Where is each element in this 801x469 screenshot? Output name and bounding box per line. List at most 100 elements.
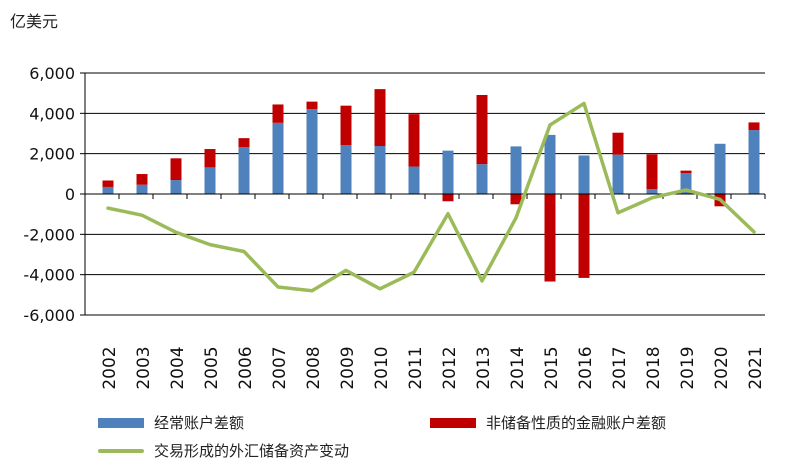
- bar-current-account-2012: [442, 150, 454, 194]
- bar-current-account-2018: [646, 189, 658, 194]
- bar-financial-account-2012: [442, 194, 454, 202]
- legend-item-financial-account: 非储备性质的金融账户差额: [430, 412, 666, 433]
- x-tick-label: 2012: [440, 346, 460, 389]
- x-tick-label: 2018: [644, 346, 664, 389]
- point-reserve-change-2015: [548, 123, 552, 127]
- point-reserve-change-2008: [310, 289, 314, 293]
- bar-current-account-2021: [748, 130, 760, 194]
- bar-financial-account-2009: [340, 105, 352, 145]
- bar-current-account-2006: [238, 147, 250, 194]
- point-reserve-change-2017: [616, 211, 620, 215]
- y-tick-label: -6,000: [23, 306, 75, 325]
- y-axis-unit-label: 亿美元: [10, 12, 59, 31]
- bar-financial-account-2004: [170, 158, 182, 181]
- x-tick-label: 2021: [746, 346, 766, 389]
- legend-swatch-financial-account: [430, 417, 476, 428]
- point-reserve-change-2010: [378, 287, 382, 291]
- bar-current-account-2020: [714, 143, 726, 194]
- y-tick-label: -2,000: [23, 225, 75, 244]
- point-reserve-change-2012: [446, 212, 450, 216]
- bar-current-account-2017: [612, 154, 624, 194]
- point-reserve-change-2013: [480, 279, 484, 283]
- bar-financial-account-2007: [272, 104, 284, 123]
- bar-financial-account-2014: [510, 194, 522, 205]
- y-tick-labels: -6,000 -4,000 -2,000 0 2,000 4,000 6,000: [23, 64, 75, 325]
- bar-current-account-2011: [408, 166, 420, 194]
- y-tick-label: 4,000: [29, 104, 75, 123]
- bar-financial-account-2018: [646, 154, 658, 190]
- bar-financial-account-2013: [476, 94, 488, 165]
- y-tick-label: 0: [65, 185, 75, 204]
- bar-financial-account-2019: [680, 170, 692, 174]
- x-tick-label: 2007: [270, 346, 290, 389]
- x-tick-label: 2008: [304, 346, 324, 389]
- point-reserve-change-2004: [174, 230, 178, 234]
- bar-financial-account-2006: [238, 138, 250, 148]
- bar-financial-account-2021: [748, 122, 760, 131]
- bar-current-account-2009: [340, 144, 352, 194]
- bar-financial-account-2005: [204, 149, 216, 168]
- legend-item-reserve-change: 交易形成的外汇储备资产变动: [98, 440, 349, 461]
- bar-financial-account-2015: [544, 194, 556, 282]
- x-tick-label: 2002: [100, 346, 120, 389]
- legend-swatch-current-account: [98, 417, 144, 428]
- bar-current-account-2005: [204, 167, 216, 194]
- x-tick-label: 2017: [610, 346, 630, 389]
- line-series: [106, 101, 756, 293]
- bar-financial-account-2011: [408, 114, 420, 167]
- bar-current-account-2019: [680, 173, 692, 194]
- x-tick-label: 2015: [542, 346, 562, 389]
- point-reserve-change-2003: [140, 213, 144, 217]
- legend-label-current-account: 经常账户差额: [154, 414, 245, 432]
- bar-financial-account-2002: [102, 180, 114, 187]
- axes: [80, 72, 766, 316]
- x-tick-label: 2020: [712, 346, 732, 389]
- bar-current-account-2013: [476, 164, 488, 194]
- legend-label-financial-account: 非储备性质的金融账户差额: [486, 414, 667, 432]
- y-tick-label: -4,000: [23, 266, 75, 285]
- bar-current-account-2003: [136, 184, 148, 194]
- x-tick-label: 2003: [134, 346, 154, 389]
- bar-financial-account-2016: [578, 194, 590, 278]
- x-tick-label: 2006: [236, 346, 256, 389]
- point-reserve-change-2016: [582, 101, 586, 105]
- x-tick-label: 2004: [168, 346, 188, 389]
- point-reserve-change-2009: [344, 268, 348, 272]
- point-reserve-change-2020: [718, 197, 722, 201]
- point-reserve-change-2011: [412, 270, 416, 274]
- bar-current-account-2016: [578, 155, 590, 194]
- point-reserve-change-2007: [276, 285, 280, 289]
- x-tick-label: 2014: [508, 346, 528, 389]
- bar-financial-account-2003: [136, 174, 148, 185]
- x-tick-label: 2016: [576, 346, 596, 389]
- y-tick-label: 6,000: [29, 64, 75, 83]
- bar-financial-account-2008: [306, 101, 318, 110]
- bar-financial-account-2017: [612, 132, 624, 155]
- x-tick-label: 2005: [202, 346, 222, 389]
- x-tick-label: 2010: [372, 346, 392, 389]
- legend-item-current-account: 经常账户差额: [98, 412, 244, 433]
- line-reserve-change: [106, 101, 756, 293]
- bar-current-account-2010: [374, 146, 386, 194]
- x-tick-label: 2013: [474, 346, 494, 389]
- point-reserve-change-2018: [650, 196, 654, 200]
- bar-financial-account-2010: [374, 89, 386, 147]
- point-reserve-change-2021: [752, 230, 756, 234]
- bar-current-account-2004: [170, 180, 182, 194]
- point-reserve-change-2002: [106, 206, 110, 210]
- point-reserve-change-2005: [208, 243, 212, 247]
- point-reserve-change-2019: [684, 188, 688, 192]
- bar-current-account-2007: [272, 122, 284, 194]
- point-reserve-change-2006: [242, 249, 246, 253]
- legend-label-reserve-change: 交易形成的外汇储备资产变动: [154, 442, 350, 460]
- legend-swatch-reserve-change: [98, 448, 144, 453]
- y-tick-label: 2,000: [29, 145, 75, 164]
- bar-current-account-2014: [510, 146, 522, 194]
- x-tick-label: 2019: [678, 346, 698, 389]
- point-reserve-change-2014: [514, 216, 518, 220]
- x-tick-labels: 2002 2003 2004 2005 2006 2007 2008 2009 2010 2011…: [100, 346, 766, 389]
- bar-series: [102, 89, 760, 282]
- bar-current-account-2002: [102, 186, 114, 194]
- x-tick-label: 2011: [406, 346, 426, 389]
